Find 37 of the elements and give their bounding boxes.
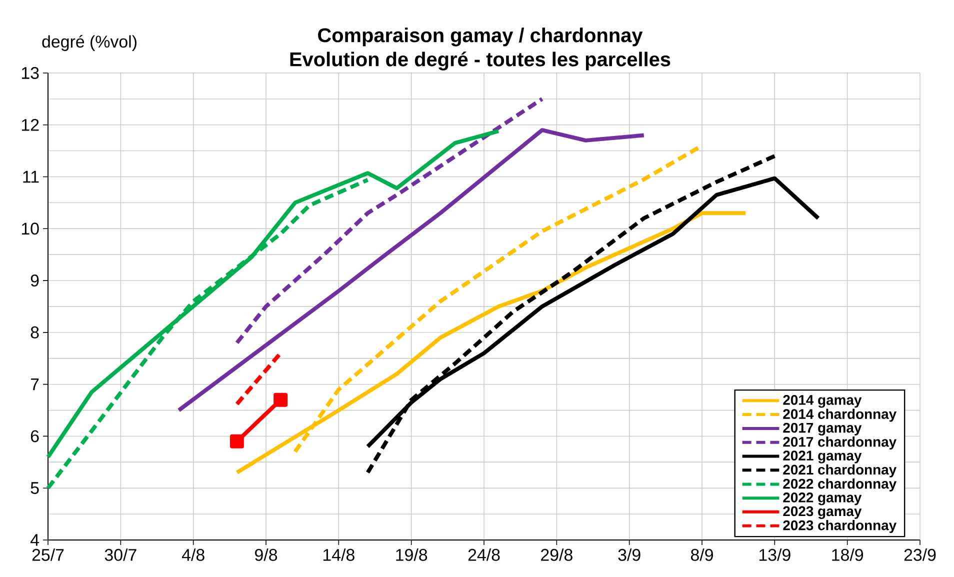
legend-label: 2014 gamay <box>783 395 862 408</box>
x-tick-label: 9/8 <box>255 548 278 561</box>
y-tick-label: 8 <box>30 326 39 338</box>
x-tick-label: 19/8 <box>396 548 428 561</box>
y-tick-label: 7 <box>30 378 39 390</box>
line-series <box>176 128 646 412</box>
legend-label: 2017 gamay <box>783 422 862 436</box>
y-tick-label: 12 <box>22 118 39 131</box>
legend-label: 2022 gamay <box>783 492 862 506</box>
x-tick-label: 3/9 <box>618 548 640 561</box>
x-tick-label: 30/7 <box>104 548 136 561</box>
y-tick-label: 9 <box>30 274 39 287</box>
y-tick-label: 13 <box>22 66 39 79</box>
x-tick-label: 4/8 <box>182 548 204 561</box>
y-tick-label: 4 <box>30 534 40 546</box>
y-tick-label: 6 <box>30 430 39 442</box>
x-tick-label: 29/8 <box>541 548 572 561</box>
legend-label: 2021 gamay <box>783 450 862 464</box>
y-axis-title: degré (%vol) <box>42 35 136 51</box>
legend-label: 2022 chardonnay <box>783 478 897 492</box>
chart-subtitle: Evolution de degré - toutes les parcelles <box>290 52 670 70</box>
y-tick-label: 11 <box>23 170 39 183</box>
y-tick-label: 5 <box>30 482 39 494</box>
chart-title: Comparaison gamay / chardonnay <box>318 28 643 46</box>
x-tick-label: 14/8 <box>323 548 354 561</box>
x-tick-label: 8/9 <box>690 548 713 561</box>
legend-label: 2021 chardonnay <box>783 464 897 478</box>
x-tick-label: 18/9 <box>832 548 864 561</box>
x-tick-label: 13/9 <box>759 548 790 561</box>
x-tick-label: 23/9 <box>904 548 936 561</box>
y-tick-label: 10 <box>22 222 39 235</box>
x-tick-label: 24/8 <box>468 548 500 561</box>
legend-label: 2023 chardonnay <box>783 520 897 533</box>
x-tick-label: 25/7 <box>32 548 64 561</box>
legend-label: 2014 chardonnay <box>783 408 897 422</box>
legend-label: 2023 gamay <box>783 506 862 519</box>
legend-label: 2017 chardonnay <box>783 436 897 450</box>
